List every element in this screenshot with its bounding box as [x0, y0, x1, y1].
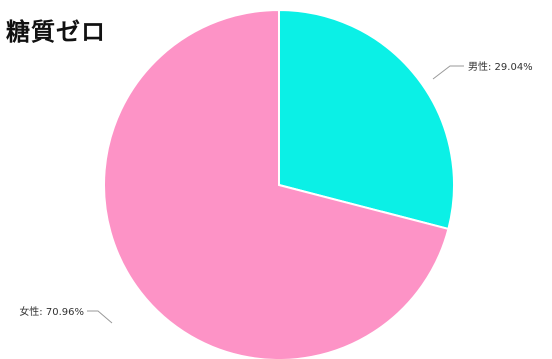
pie-slice [278, 8, 455, 231]
chart-title: 糖質ゼロ [6, 18, 106, 46]
slice-label: 男性: 29.04% [468, 60, 533, 73]
label-leader-line [432, 65, 464, 80]
pie-slice [102, 8, 450, 359]
label-leader-line [87, 310, 113, 324]
slice-label: 女性: 70.96% [19, 305, 84, 318]
